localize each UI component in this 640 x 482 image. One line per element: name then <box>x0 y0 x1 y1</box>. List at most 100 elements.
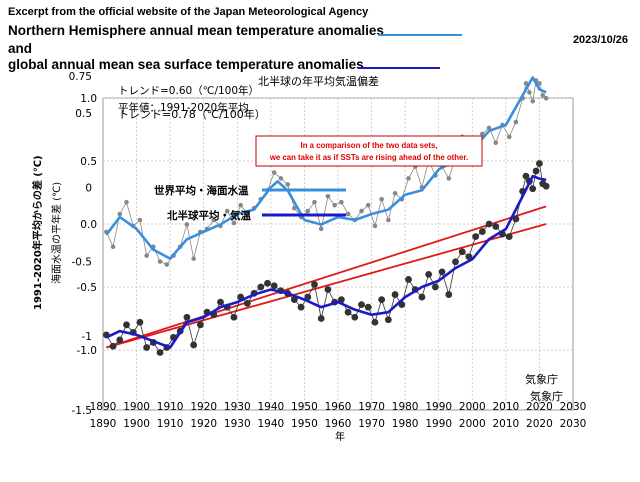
sst-point <box>157 259 163 264</box>
sst-point <box>318 226 324 232</box>
sst-point <box>406 176 411 181</box>
chart-title: 北半球の年平均気温偏差 <box>258 74 379 88</box>
nh-point <box>425 271 433 278</box>
nh-link <box>381 299 389 320</box>
x-tick-lower: 2010 <box>492 418 519 430</box>
nh-point <box>183 313 191 321</box>
nh-link <box>468 236 477 257</box>
sst-point <box>379 196 384 202</box>
sst-link <box>186 224 195 259</box>
nh-point <box>297 303 305 311</box>
sst-point <box>543 95 549 101</box>
excerpt-note: Excerpt from the official website of the… <box>8 6 369 18</box>
sst-point <box>480 131 485 137</box>
sst-link <box>367 205 376 227</box>
sst-point <box>530 98 536 104</box>
annotation-text-1: In a comparison of the two data sets, <box>301 141 438 150</box>
nh-link <box>139 322 148 348</box>
nh-point <box>230 313 238 321</box>
sst-point <box>292 205 297 211</box>
nh-point <box>123 321 130 329</box>
nh-point <box>485 220 493 228</box>
x-tick-upper: 1900 <box>123 401 150 413</box>
nh-point <box>505 233 513 241</box>
nh-point <box>344 308 352 316</box>
y-tick-sst: -1.5 <box>72 405 93 417</box>
sst-point <box>285 182 290 187</box>
nh-point <box>542 182 550 190</box>
nh-point <box>418 293 426 301</box>
nh-link <box>320 289 329 319</box>
sst-point <box>540 92 546 98</box>
nh-point <box>324 286 332 293</box>
nh-point <box>465 253 473 261</box>
x-tick-upper: 2030 <box>560 401 587 413</box>
x-tick-upper: 1950 <box>291 401 318 413</box>
sst-point <box>110 244 116 250</box>
sst-point <box>339 199 344 205</box>
nh-point <box>378 296 386 303</box>
x-tick-lower: 1900 <box>123 418 150 430</box>
nh-point <box>472 233 480 241</box>
x-tick-lower: 1930 <box>224 418 251 430</box>
trend-lines <box>106 205 547 349</box>
nh-point <box>143 344 151 351</box>
title-line-1: Northern Hemisphere annual mean temperat… <box>8 23 384 38</box>
annotation-box: In a comparison of the two data sets, we… <box>255 135 483 167</box>
nh-point <box>257 283 265 291</box>
sst-link <box>414 166 423 188</box>
x-ticks: 1890 1890 1900 1900 1910 1910 1920 1920 1930 1930… <box>90 401 587 430</box>
nh-y-ticks: 1.0 0.5 0.0 -0.5 -1.0 <box>77 93 98 357</box>
x-tick-lower: 2030 <box>560 418 587 430</box>
sst-point <box>446 176 452 181</box>
nh-point <box>529 185 537 193</box>
sst-point <box>365 202 371 208</box>
sst-point <box>372 223 378 229</box>
legend: 世界平均・海面水温 北半球平均・気温 <box>154 184 346 222</box>
y-tick-nh: -0.5 <box>77 282 98 294</box>
nh-point <box>109 342 117 350</box>
x-tick-upper: 1990 <box>425 401 452 413</box>
nh-link <box>387 294 396 320</box>
source-label-sst: 気象庁 <box>525 372 558 386</box>
nh-point <box>532 167 540 175</box>
nh-point <box>136 318 144 326</box>
series-line-nh <box>105 174 547 349</box>
nh-point <box>512 215 520 223</box>
nh-point <box>492 223 500 230</box>
nh-point <box>452 258 459 266</box>
x-tick-upper: 1920 <box>190 401 217 413</box>
sst-point <box>211 217 217 223</box>
sst-point <box>184 222 190 227</box>
sst-point <box>271 170 277 175</box>
x-tick-upper: 1910 <box>157 401 184 413</box>
nh-point <box>116 336 124 344</box>
x-tick-lower: 1940 <box>257 418 284 430</box>
x-tick-lower: 1920 <box>190 418 217 430</box>
x-tick-upper: 1940 <box>257 401 284 413</box>
x-tick-lower: 1950 <box>291 418 318 430</box>
date-stamp: 2023/10/26 <box>572 34 628 46</box>
y-tick-sst: 0.5 <box>75 108 92 120</box>
y-tick-sst: -1 <box>82 331 92 343</box>
nh-point <box>431 283 439 291</box>
nh-point <box>522 172 530 180</box>
sst-point <box>144 253 149 258</box>
sst-point <box>191 256 196 261</box>
title-line-2: and <box>8 41 33 56</box>
sst-y-ticks: 0.75 0.5 0 -0.5 -1 -1.5 <box>69 71 92 417</box>
x-tick-lower: 2020 <box>526 418 553 430</box>
nh-point <box>311 281 318 288</box>
sst-point <box>231 220 237 226</box>
series-lines <box>105 76 547 349</box>
sst-point <box>164 262 170 267</box>
x-tick-upper: 1970 <box>358 401 385 413</box>
x-tick-upper: 1980 <box>392 401 419 413</box>
sst-point <box>493 140 499 146</box>
sst-link <box>267 172 275 191</box>
nh-point <box>536 160 543 167</box>
nh-point <box>190 341 198 349</box>
sst-point <box>137 217 143 223</box>
sst-link <box>495 124 503 143</box>
title-line-3: global annual mean sea surface temperatu… <box>8 57 364 72</box>
